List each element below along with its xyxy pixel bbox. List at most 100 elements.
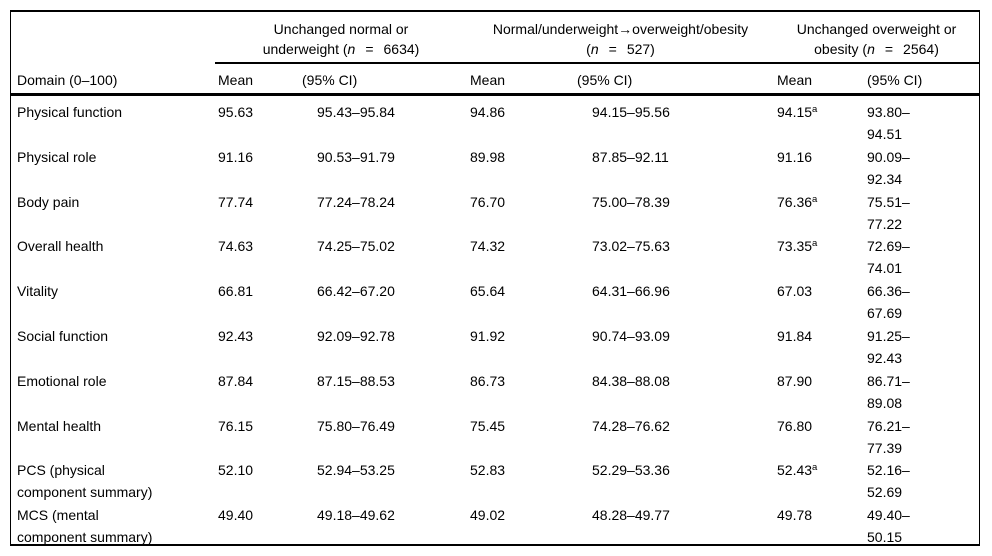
cell-g2-mean: 65.64 — [470, 283, 506, 300]
group-header-line1: Normal/underweight→overweight/obesity — [492, 21, 749, 37]
cell-g3-ci: 66.36– 67.69 — [867, 283, 910, 322]
cell-g3-mean: 52.43a — [777, 462, 818, 479]
group-header-line2: obesity (n = 2564) — [814, 41, 939, 57]
cell-g3-ci: 93.80– 94.51 — [867, 104, 910, 142]
column-header-domain: Domain (0–100) — [17, 72, 118, 88]
cell-g2-mean: 74.32 — [470, 238, 506, 255]
group-header-line1: Unchanged normal or — [273, 21, 409, 37]
cell-g1-mean: 74.63 — [218, 238, 254, 255]
table-row: Body pain 77.74 77.24–78.24 76.70 75.00–… — [11, 186, 979, 232]
cell-g2-mean: 49.02 — [470, 507, 506, 524]
group-header-line2: underweight (n = 6634) — [262, 41, 420, 57]
cell-domain: Vitality — [17, 283, 58, 300]
cell-domain: Overall health — [17, 238, 104, 255]
table-row: Vitality 66.81 66.42–67.20 65.64 64.31–6… — [11, 275, 979, 321]
cell-g2-ci: 90.74–93.09 — [592, 327, 670, 344]
group-header-line1: Unchanged overweight or — [796, 21, 957, 37]
cell-g1-mean: 52.10 — [218, 462, 254, 479]
cell-g3-ci: 91.25– 92.43 — [867, 327, 910, 366]
cell-domain: Physical role — [17, 148, 97, 165]
column-header-g3-mean: Mean — [777, 72, 813, 88]
significance-marker: a — [812, 238, 818, 250]
cell-g3-ci: 72.69– 74.01 — [867, 238, 910, 277]
cell-g3-mean: 87.90 — [777, 372, 813, 389]
cell-g3-ci: 75.51– 77.22 — [867, 193, 910, 232]
group-header-normal-to-overweight: Normal/underweight→overweight/obesity (n… — [467, 12, 774, 62]
cell-g2-mean: 89.98 — [470, 148, 506, 165]
cell-domain: Social function — [17, 327, 109, 344]
column-header-g3-ci: (95% CI) — [867, 72, 923, 88]
cell-g2-mean: 94.86 — [470, 104, 506, 120]
cell-g1-ci: 75.80–76.49 — [317, 417, 395, 434]
group-header-unchanged-normal: Unchanged normal or underweight (n = 6634) — [215, 12, 467, 62]
domain-header-spacer — [11, 12, 215, 64]
n-symbol: n — [347, 41, 356, 57]
cell-g1-mean: 92.43 — [218, 327, 254, 344]
cell-g2-mean: 86.73 — [470, 372, 506, 389]
n-symbol: n — [590, 41, 599, 57]
cell-g2-mean: 75.45 — [470, 417, 506, 434]
significance-marker: a — [812, 193, 818, 205]
column-groups: Unchanged normal or underweight (n = 6634)… — [215, 12, 979, 64]
n-symbol: n — [867, 41, 875, 57]
cell-domain: PCS (physical component summary) — [17, 462, 153, 501]
table-row: Mental health 76.15 75.80–76.49 75.45 74… — [11, 410, 979, 456]
cell-g3-ci: 52.16– 52.69 — [867, 462, 910, 501]
column-header-g1-ci: (95% CI) — [302, 72, 358, 88]
cell-g1-ci: 87.15–88.53 — [317, 372, 395, 389]
cell-g2-ci: 84.38–88.08 — [592, 372, 670, 389]
cell-domain: Body pain — [17, 193, 80, 210]
cell-g3-mean: 91.16 — [777, 148, 813, 165]
table-row: Physical function 95.63 95.43–95.84 94.8… — [11, 96, 979, 142]
cell-g2-ci: 87.85–92.11 — [592, 148, 669, 165]
cell-g3-mean: 49.78 — [777, 507, 813, 524]
table-column-header-row: Domain (0–100) Mean (95% CI) Mean (95% C… — [11, 64, 979, 96]
cell-domain: Physical function — [17, 104, 123, 120]
cell-g2-ci: 94.15–95.56 — [592, 104, 670, 120]
cell-g2-ci: 52.29–53.36 — [592, 462, 670, 479]
cell-g2-mean: 52.83 — [470, 462, 506, 479]
table-row: PCS (physical component summary) 52.10 52… — [11, 454, 979, 500]
equals-sign: = — [608, 41, 617, 57]
cell-g1-ci: 74.25–75.02 — [317, 238, 395, 255]
table-group-header-row: Unchanged normal or underweight (n = 6634)… — [11, 12, 979, 64]
cell-g1-ci: 92.09–92.78 — [317, 327, 395, 344]
cell-g2-mean: 91.92 — [470, 327, 506, 344]
table-row: Social function 92.43 92.09–92.78 91.92 … — [11, 320, 979, 366]
group-n-count: 527) — [626, 41, 655, 57]
cell-g3-ci: 76.21– 77.39 — [867, 417, 910, 456]
cell-g1-mean: 91.16 — [218, 148, 254, 165]
cell-g1-mean: 49.40 — [218, 507, 254, 524]
cell-g3-mean: 76.80 — [777, 417, 813, 434]
cell-g2-ci: 74.28–76.62 — [592, 417, 670, 434]
table-row: Overall health 74.63 74.25–75.02 74.32 7… — [11, 230, 979, 276]
group-n-count: 2564) — [903, 41, 939, 57]
cell-g1-ci: 95.43–95.84 — [317, 104, 395, 120]
cell-g2-ci: 64.31–66.96 — [592, 283, 670, 300]
table-body: Physical function 95.63 95.43–95.84 94.8… — [11, 96, 979, 545]
equals-sign: = — [365, 41, 374, 57]
cell-g3-ci: 86.71– 89.08 — [867, 372, 910, 411]
results-table: Unchanged normal or underweight (n = 6634)… — [10, 10, 980, 546]
group-header-unchanged-overweight: Unchanged overweight or obesity (n = 2564) — [774, 12, 979, 62]
cell-g1-mean: 66.81 — [218, 283, 254, 300]
cell-g2-mean: 76.70 — [470, 193, 506, 210]
cell-g2-ci: 75.00–78.39 — [592, 193, 670, 210]
cell-domain: Mental health — [17, 417, 102, 434]
cell-g1-mean: 77.74 — [218, 193, 254, 210]
group-n-count: 6634) — [383, 41, 420, 57]
cell-g1-ci: 66.42–67.20 — [317, 283, 395, 300]
significance-marker: a — [812, 104, 818, 115]
cell-domain: Emotional role — [17, 372, 107, 389]
cell-g3-mean: 94.15a — [777, 104, 818, 120]
cell-g3-mean: 76.36a — [777, 193, 818, 210]
cell-g1-ci: 90.53–91.79 — [317, 148, 395, 165]
cell-g3-mean: 73.35a — [777, 238, 818, 255]
cell-g1-ci: 77.24–78.24 — [317, 193, 395, 210]
group-header-line2: (n = 527) — [586, 41, 655, 57]
table-row: MCS (mental component summary) 49.40 49.1… — [11, 499, 979, 545]
table-row: Emotional role 87.84 87.15–88.53 86.73 8… — [11, 365, 979, 411]
cell-g1-ci: 49.18–49.62 — [317, 507, 395, 524]
column-header-g1-mean: Mean — [218, 72, 254, 88]
table-row: Physical role 91.16 90.53–91.79 89.98 87… — [11, 141, 979, 187]
